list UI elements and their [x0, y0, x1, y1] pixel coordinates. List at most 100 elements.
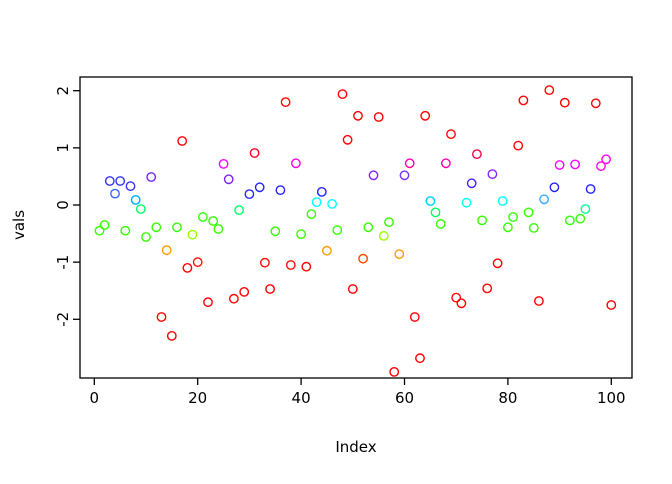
data-point [327, 198, 337, 209]
data-point [259, 257, 270, 268]
data-point [471, 149, 482, 160]
data-point [435, 218, 446, 229]
data-point [141, 232, 151, 242]
data-point [213, 224, 224, 234]
data-point [528, 222, 539, 233]
data-point [523, 207, 534, 218]
data-point [497, 196, 508, 206]
data-point [539, 194, 549, 205]
data-point [156, 312, 167, 322]
data-point [94, 225, 105, 236]
y-axis: -2 -1 0 1 2 [54, 86, 80, 327]
data-point [508, 212, 518, 222]
x-tick-label: 20 [188, 389, 207, 407]
data-point [342, 134, 353, 145]
data-point [559, 97, 570, 108]
data-point [337, 89, 348, 100]
data-point [585, 184, 596, 194]
data-point [518, 95, 529, 106]
data-point [177, 136, 188, 146]
x-tick-label: 0 [90, 389, 100, 407]
data-point [347, 284, 358, 294]
data-point [223, 174, 234, 185]
plot-border-box [79, 76, 633, 379]
x-tick-label: 100 [597, 389, 626, 407]
data-point [208, 216, 219, 226]
data-point [544, 85, 555, 96]
data-point [353, 110, 363, 121]
data-point [290, 158, 301, 169]
data-point [151, 222, 162, 233]
data-point [244, 189, 255, 200]
data-point [187, 229, 198, 240]
data-point [596, 161, 606, 172]
data-point [461, 197, 472, 208]
x-tick-label: 60 [395, 389, 414, 407]
data-point [409, 312, 420, 322]
data-point [502, 222, 513, 233]
data-point [135, 204, 146, 214]
data-point [104, 176, 115, 186]
data-points-layer [94, 85, 617, 377]
data-point [332, 225, 343, 236]
data-point [146, 172, 157, 182]
data-point [301, 261, 312, 272]
data-point [280, 97, 291, 108]
y-tick-label: -2 [54, 312, 72, 327]
data-point [606, 300, 617, 310]
data-point [192, 257, 203, 267]
data-point [534, 296, 544, 306]
data-point [311, 197, 322, 208]
data-point [420, 110, 431, 121]
data-point [130, 194, 141, 205]
data-point [415, 353, 425, 364]
data-point [451, 292, 462, 303]
data-point [363, 222, 374, 233]
x-axis-label: Index [335, 438, 376, 456]
data-point [99, 220, 110, 230]
data-point [368, 170, 379, 181]
data-point [575, 213, 586, 224]
data-point [296, 229, 306, 240]
data-point [254, 182, 265, 193]
data-point [275, 185, 286, 196]
data-point [172, 222, 182, 233]
data-point [384, 217, 394, 228]
data-point [285, 260, 296, 270]
y-tick-label: 1 [54, 143, 72, 153]
data-point [358, 253, 368, 264]
y-axis-label: vals [10, 210, 28, 240]
data-point [440, 158, 451, 169]
data-point [228, 293, 239, 304]
data-point [394, 249, 405, 260]
data-point [197, 212, 208, 222]
data-point [580, 204, 591, 214]
data-point [115, 176, 126, 186]
data-point [265, 284, 275, 294]
data-point [399, 170, 410, 181]
data-point [316, 186, 327, 197]
data-point [565, 215, 575, 226]
data-point [182, 262, 193, 273]
data-point [482, 283, 493, 294]
data-point [306, 209, 317, 220]
data-point [161, 245, 172, 256]
x-tick-label: 40 [292, 389, 311, 407]
x-axis: 0 20 40 60 80 100 [90, 378, 626, 407]
data-point [549, 182, 560, 193]
data-point [270, 226, 281, 237]
data-point [513, 140, 524, 151]
data-point [590, 98, 601, 109]
y-tick-label: 2 [54, 86, 72, 96]
data-point [218, 158, 229, 169]
data-point [456, 298, 467, 309]
data-point [373, 112, 384, 122]
data-point [249, 148, 260, 158]
data-point [234, 205, 245, 216]
data-point [404, 158, 415, 169]
y-tick-label: 0 [54, 200, 72, 210]
data-point [570, 159, 580, 170]
data-point [554, 160, 565, 170]
